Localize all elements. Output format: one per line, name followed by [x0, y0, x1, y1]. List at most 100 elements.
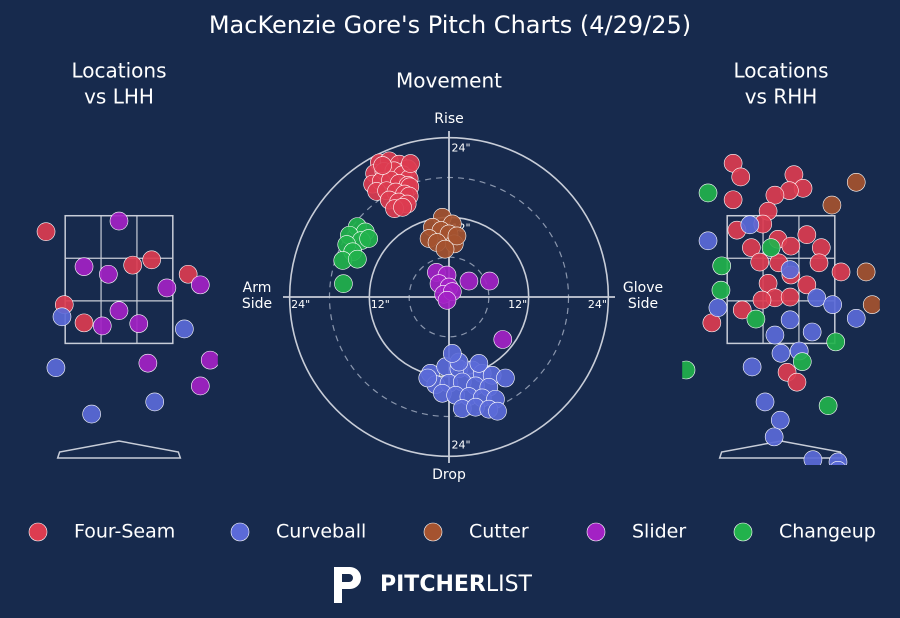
pitch-point — [123, 255, 142, 275]
pitch-point — [191, 275, 210, 295]
legend-label: Slider — [632, 521, 686, 543]
pitch-point — [145, 392, 165, 412]
legend-marker — [423, 522, 443, 542]
pitch-point — [830, 461, 846, 465]
pitch-point — [447, 226, 467, 246]
pitch-point — [175, 319, 194, 339]
panel-title: vs LHH — [84, 85, 154, 109]
pitch-point — [493, 330, 513, 349]
logo-text: PITCHERLIST — [380, 572, 533, 597]
pitch-point — [469, 354, 489, 373]
pitch-point — [359, 229, 378, 248]
panel-title: Locations — [71, 59, 166, 83]
pitch-point — [765, 185, 785, 205]
pitch-point — [818, 396, 838, 416]
pitch-point — [780, 287, 800, 307]
pitch-point — [770, 410, 790, 430]
axis-label: Side — [628, 296, 658, 312]
legend-label: Curveball — [276, 521, 366, 543]
pitch-point — [712, 256, 732, 276]
pitch-point — [393, 198, 412, 217]
chart-title: MacKenzie Gore's Pitch Charts (4/29/25) — [209, 11, 691, 39]
logo-mark — [334, 567, 361, 603]
pitch-point — [36, 222, 56, 241]
pitch-point — [334, 274, 353, 294]
pitch-point — [129, 314, 149, 333]
legend-label: Four-Seam — [74, 521, 175, 543]
pitch-point — [764, 427, 784, 447]
pitch-point — [459, 271, 479, 291]
pitch-point — [731, 167, 751, 187]
home-plate — [56, 440, 182, 459]
legend-label: Cutter — [469, 521, 529, 543]
pitch-point — [488, 401, 507, 421]
r-tick-label: 24" — [451, 142, 470, 155]
pitch-point — [822, 195, 842, 215]
pitch-point — [862, 295, 880, 314]
pitch-point — [682, 360, 696, 380]
pitch-point — [401, 154, 420, 173]
pitch-point — [802, 322, 822, 342]
strike-zone — [726, 214, 836, 345]
legend-marker — [230, 522, 250, 542]
pitch-point — [480, 271, 499, 291]
pitch-point — [742, 357, 762, 377]
pitch-point — [437, 291, 457, 310]
pitch-point — [99, 264, 118, 284]
pitch-point — [698, 231, 718, 251]
legend-marker — [28, 522, 48, 542]
pitch-point — [82, 404, 101, 424]
pitch-point — [746, 309, 766, 329]
r-tick-label: 24" — [588, 298, 607, 311]
pitch-point — [787, 372, 807, 392]
panel — [682, 153, 880, 465]
pitch-point — [761, 238, 781, 257]
pitch-point — [109, 301, 129, 321]
panel-title: Movement — [396, 69, 502, 93]
pitch-point — [740, 215, 760, 235]
pitch-point — [443, 344, 462, 363]
legend-marker — [733, 522, 753, 542]
pitch-point — [373, 156, 392, 175]
pitch-point — [157, 278, 177, 298]
pitch-point — [823, 295, 842, 314]
pitch-point — [831, 262, 851, 282]
pitch-point — [732, 300, 752, 320]
pitch-point — [46, 358, 66, 378]
r-tick-label: 24" — [451, 438, 470, 451]
pitch-point — [828, 452, 848, 465]
pitch-point — [191, 376, 210, 396]
pitch-point — [178, 264, 198, 284]
pitch-point — [765, 325, 785, 345]
pitch-point — [750, 252, 770, 272]
pitch-point — [797, 275, 817, 295]
pitch-point — [142, 250, 161, 270]
pitch-point — [826, 332, 846, 352]
pitch-point — [723, 190, 743, 210]
pitch-point — [92, 316, 112, 336]
logo-light: LIST — [486, 572, 533, 597]
logo-bold: PITCHER — [380, 572, 486, 597]
legend-marker — [586, 522, 606, 542]
pitch-point — [792, 352, 812, 371]
logo-icon — [334, 567, 361, 603]
legend-label: Changeup — [779, 521, 876, 543]
pitch-point — [752, 290, 772, 310]
pitch-point — [496, 368, 515, 388]
panel-title: Locations — [733, 59, 828, 83]
pitch-point — [809, 253, 829, 273]
pitch-point — [846, 309, 866, 328]
pitch-point — [200, 350, 218, 370]
pitch-point — [711, 280, 731, 300]
pitch-point — [807, 288, 827, 308]
pitch-point — [138, 353, 158, 373]
pitch-point — [755, 392, 775, 412]
panel-title: vs RHH — [745, 85, 818, 109]
pitch-point — [781, 236, 801, 256]
pitch-point — [109, 211, 129, 231]
axis-label: Rise — [434, 111, 464, 127]
pitch-point — [856, 262, 876, 282]
axis-label: Side — [242, 296, 272, 312]
pitch-point — [846, 172, 866, 192]
